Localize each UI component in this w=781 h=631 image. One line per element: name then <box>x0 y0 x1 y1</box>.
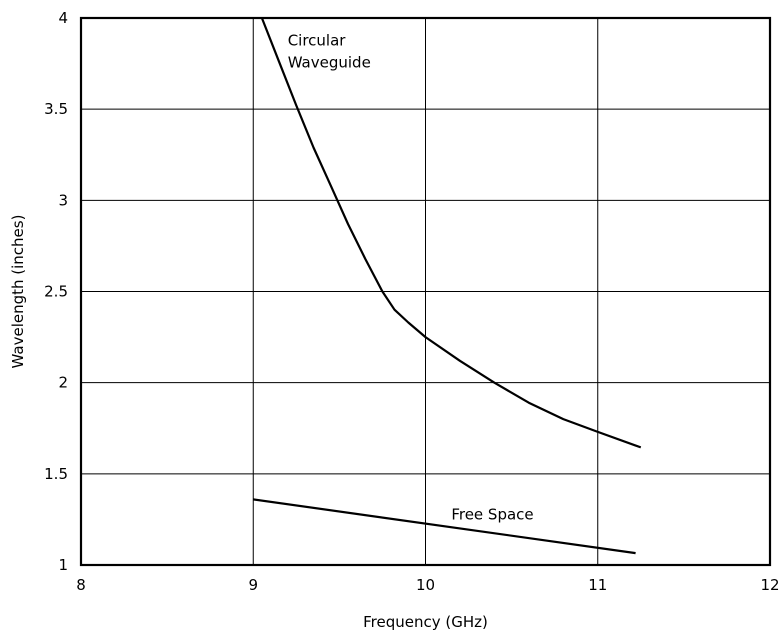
series-line-free-space <box>253 498 636 555</box>
series-line-circular-waveguide <box>260 17 642 449</box>
y-tick-label: 2 <box>58 374 68 392</box>
tick-labels: 8 9 10 11 12 1 1.5 2 2.5 3 3.5 4 <box>44 9 779 594</box>
x-tick-label: 11 <box>588 576 607 594</box>
x-tick-label: 9 <box>248 576 258 594</box>
annotation-free-space: Free Space <box>451 505 533 523</box>
annotation-circular-waveguide: Circular Waveguide <box>288 31 371 71</box>
y-tick-label: 1.5 <box>44 465 68 483</box>
x-axis-label: Frequency (GHz) <box>363 613 488 631</box>
annotations: Circular Waveguide Free Space <box>288 31 534 523</box>
x-tick-label: 10 <box>416 576 435 594</box>
y-tick-label: 2.5 <box>44 283 68 301</box>
series-layer <box>253 17 642 555</box>
y-axis-label: Wavelength (inches) <box>9 215 27 369</box>
x-tick-label: 8 <box>76 576 86 594</box>
y-tick-label: 3 <box>58 191 68 209</box>
y-tick-label: 1 <box>58 556 68 574</box>
plot-frame <box>79 16 772 567</box>
x-tick-label: 12 <box>760 576 779 594</box>
grid <box>81 18 770 565</box>
y-tick-label: 4 <box>58 9 68 27</box>
y-tick-label: 3.5 <box>44 100 68 118</box>
